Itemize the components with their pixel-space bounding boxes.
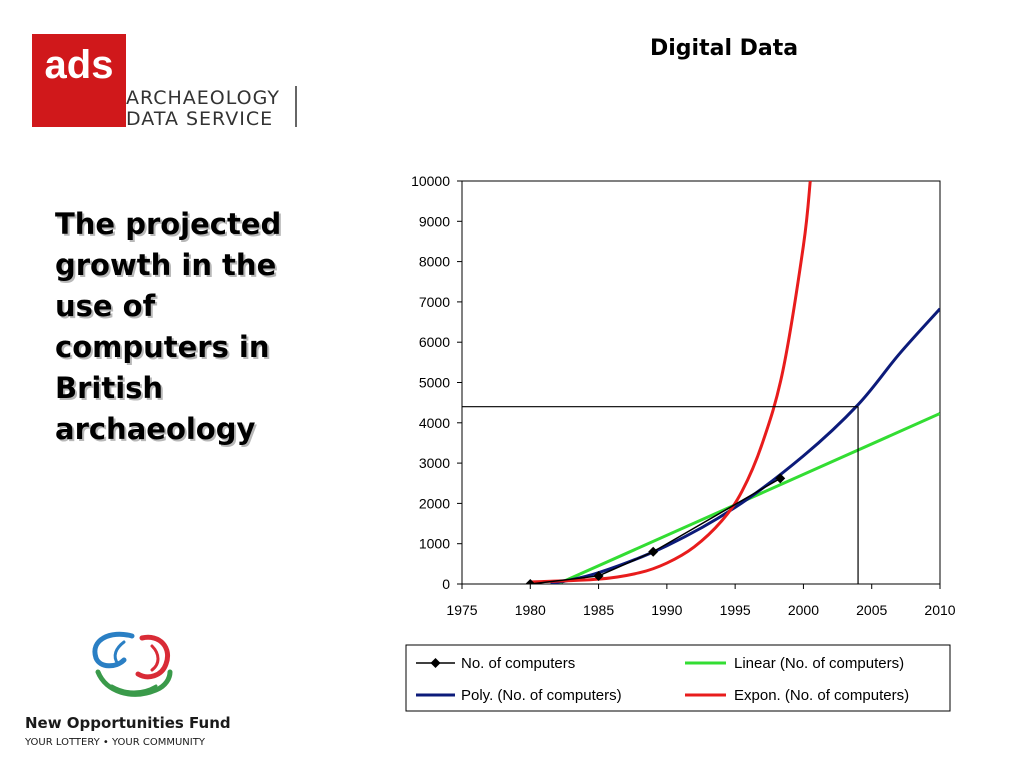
y-tick-label: 9000 (419, 213, 450, 229)
series-expon-trend (530, 181, 812, 584)
x-tick-label: 1985 (583, 602, 614, 618)
x-tick-label: 2000 (788, 602, 819, 618)
legend-label: Poly. (No. of computers) (461, 687, 622, 704)
y-tick-label: 4000 (419, 415, 450, 431)
nof-name: New Opportunities Fund (25, 714, 231, 732)
y-tick-label: 2000 (419, 495, 450, 511)
nof-tagline: YOUR LOTTERY • YOUR COMMUNITY (24, 737, 206, 748)
projection-annotation (462, 406, 859, 584)
y-tick-label: 0 (442, 576, 450, 592)
x-tick-label: 2010 (924, 602, 955, 618)
x-tick-label: 1980 (515, 602, 546, 618)
legend-item-linear: Linear (No. of computers) (685, 655, 904, 672)
y-tick-label: 6000 (419, 334, 450, 350)
series-poly-trend (550, 307, 940, 584)
legend-box (405, 644, 951, 712)
legend-item-expon: Expon. (No. of computers) (685, 687, 909, 704)
ads-logo-line1: ARCHAEOLOGY (126, 87, 280, 109)
legend-item-poly: Poly. (No. of computers) (416, 687, 622, 704)
x-tick-label: 2005 (856, 602, 887, 618)
legend-label: No. of computers (461, 655, 575, 672)
y-tick-label: 3000 (419, 455, 450, 471)
y-tick-label: 10000 (411, 173, 450, 189)
data-point-marker (648, 546, 659, 557)
data-point-marker (525, 579, 536, 584)
y-tick-label: 7000 (419, 294, 450, 310)
y-tick-label: 1000 (419, 536, 450, 552)
series-no-of-computers (530, 477, 781, 584)
x-axis: 1975 1980 1985 1990 1995 2000 2005 2010 (446, 584, 956, 618)
slide-header: Digital Data (650, 36, 799, 61)
nof-hands-icon (92, 631, 173, 697)
plot-series (525, 181, 940, 584)
ads-logo-red-block (32, 34, 126, 127)
ads-logo-mark: ads (45, 43, 114, 87)
data-point-marker (593, 570, 604, 581)
data-point-marker (775, 473, 786, 484)
y-tick-label: 5000 (419, 375, 450, 391)
y-axis: 0 1000 2000 3000 4000 5000 6000 7000 8000 9000 100… (411, 173, 462, 592)
slide-title: The projected growth in the use of compu… (55, 207, 282, 446)
y-tick-label: 8000 (419, 254, 450, 270)
x-tick-label: 1995 (720, 602, 751, 618)
new-opportunities-fund-logo: New Opportunities Fund YOUR LOTTERY • YO… (24, 631, 231, 748)
legend-item-no-of-computers: No. of computers (416, 655, 575, 672)
legend-diamond-marker (430, 658, 441, 668)
legend-label: Expon. (No. of computers) (734, 687, 909, 704)
legend-label: Linear (No. of computers) (734, 655, 904, 672)
x-tick-label: 1975 (446, 602, 477, 618)
x-tick-label: 1990 (651, 602, 682, 618)
ads-logo: ads ARCHAEOLOGY DATA SERVICE (32, 34, 297, 130)
ads-logo-line2: DATA SERVICE (126, 108, 273, 130)
